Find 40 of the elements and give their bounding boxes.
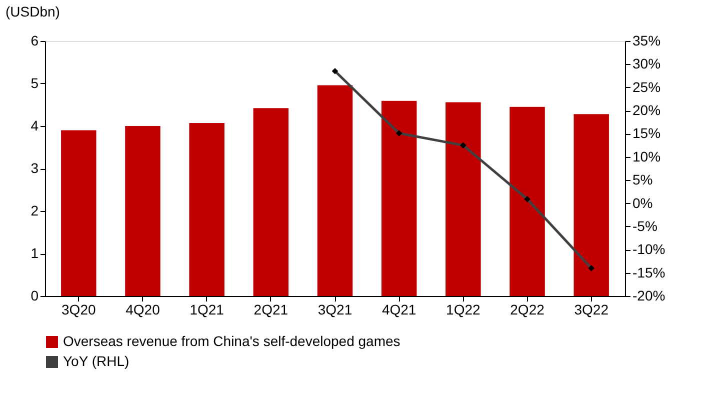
bar bbox=[125, 126, 160, 296]
x-tick-label: 1Q21 bbox=[190, 302, 224, 318]
y-tick-label: 4 bbox=[30, 118, 39, 134]
y-tick-label: 0 bbox=[30, 288, 39, 304]
bar bbox=[253, 108, 289, 296]
x-tick-label: 3Q20 bbox=[62, 302, 96, 318]
x-tick-label: 4Q21 bbox=[382, 302, 416, 318]
bar bbox=[317, 85, 353, 296]
x-tick-label: 3Q22 bbox=[574, 302, 609, 318]
x-tick-label: 4Q20 bbox=[126, 302, 160, 318]
bar bbox=[574, 114, 609, 296]
x-tick-label: 1Q22 bbox=[446, 302, 481, 318]
y-tick-label: 3 bbox=[30, 160, 39, 176]
y2-tick-label: 10% bbox=[632, 148, 661, 164]
y2-tick-label: 30% bbox=[632, 56, 661, 72]
y-tick-label: 5 bbox=[30, 75, 39, 91]
legend-label: YoY (RHL) bbox=[63, 353, 130, 369]
y-tick-label: 2 bbox=[30, 202, 39, 218]
x-tick-label: 3Q21 bbox=[318, 302, 352, 318]
y2-tick-label: 15% bbox=[632, 125, 661, 142]
y2-tick-label: 5% bbox=[632, 172, 653, 188]
y2-tick-label: 25% bbox=[632, 78, 661, 95]
x-tick-label: 2Q22 bbox=[510, 302, 545, 318]
y2-tick-label: 20% bbox=[632, 102, 661, 118]
bar bbox=[189, 123, 224, 296]
y2-tick-label: 0% bbox=[632, 194, 653, 211]
y2-tick-label: -5% bbox=[632, 218, 658, 234]
bar bbox=[381, 100, 417, 296]
bar bbox=[510, 106, 545, 296]
y2-tick-label: -15% bbox=[632, 264, 666, 280]
y2-tick-label: -20% bbox=[632, 288, 666, 304]
legend-label: Overseas revenue from China's self-developed games bbox=[63, 333, 400, 349]
bar bbox=[446, 102, 481, 296]
y-tick-label: 1 bbox=[30, 245, 39, 261]
y2-tick-label: 35% bbox=[632, 32, 661, 48]
y2-tick-label: -10% bbox=[632, 241, 666, 258]
bar bbox=[61, 130, 96, 296]
y-axis-title: (USDbn) bbox=[6, 4, 60, 20]
x-tick-label: 2Q21 bbox=[254, 302, 288, 318]
y-tick-label: 6 bbox=[30, 32, 39, 48]
